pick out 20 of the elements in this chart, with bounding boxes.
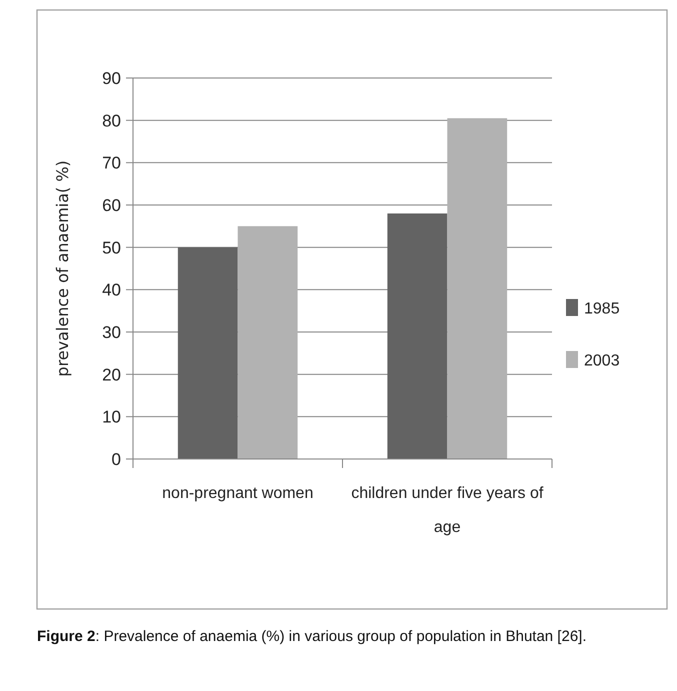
- y-axis-title: prevalence of anaemia( %): [53, 160, 72, 377]
- x-tick-label: children under five years of age: [351, 485, 544, 536]
- y-tick-label: 40: [102, 280, 121, 300]
- y-tick-label: 60: [102, 196, 121, 215]
- x-tick-label: non-pregnant women: [162, 485, 314, 502]
- y-tick-label: 0: [112, 450, 121, 469]
- y-tick-label: 30: [102, 322, 121, 342]
- y-tick-label: 10: [102, 408, 121, 427]
- legend-label: 2003: [584, 352, 620, 370]
- y-tick-label: 20: [102, 365, 121, 384]
- bar: [238, 226, 298, 459]
- bar: [178, 247, 238, 459]
- legend-label: 1985: [584, 300, 620, 318]
- y-tick-label: 80: [102, 111, 121, 130]
- bar: [447, 118, 508, 459]
- bar: [387, 213, 448, 459]
- y-tick-label: 70: [102, 154, 121, 173]
- y-tick-label: 90: [102, 68, 121, 88]
- y-tick-label: 50: [102, 238, 121, 258]
- caption: Figure 2: Prevalence of anaemia (%) in various group of population in Bhutan [26].: [37, 627, 588, 647]
